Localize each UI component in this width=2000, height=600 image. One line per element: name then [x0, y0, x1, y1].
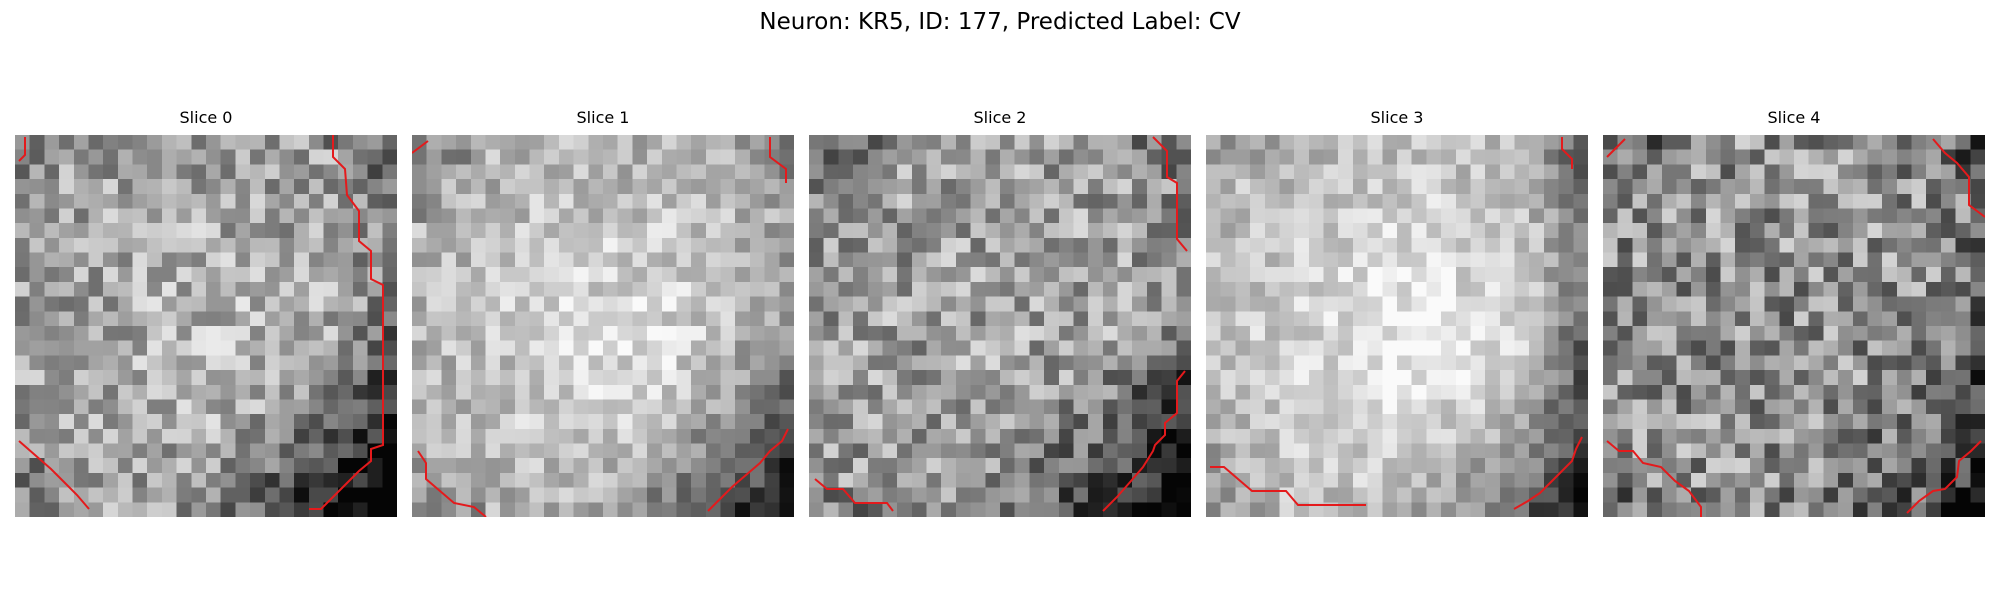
- contour-line: [1906, 440, 1982, 514]
- contour-overlay: [1210, 137, 1583, 510]
- contour-line: [1932, 138, 1985, 218]
- contour-line: [412, 140, 429, 154]
- slice-title: Slice 1: [576, 108, 630, 127]
- slice-pixels: [1206, 135, 1588, 517]
- contour-overlay: [814, 136, 1188, 512]
- contour-line: [1561, 137, 1573, 169]
- contour-line: [417, 450, 487, 517]
- contour-line: [707, 428, 789, 512]
- slice-panel-2: Slice 2: [809, 106, 1191, 517]
- slice-pixels: [1603, 135, 1985, 517]
- contour-line: [1606, 440, 1702, 517]
- slice-pixels: [15, 135, 397, 517]
- contour-line: [1152, 136, 1188, 252]
- slice-panel-3: Slice 3: [1206, 106, 1588, 517]
- slice-title: Slice 2: [973, 108, 1027, 127]
- slice-image: [1206, 135, 1588, 517]
- contour-line: [18, 137, 26, 162]
- slice-panel-0: Slice 0: [15, 106, 397, 517]
- slice-image: [15, 135, 397, 517]
- contour-line: [769, 137, 787, 183]
- contour-overlay: [412, 137, 789, 517]
- contour-line: [1513, 436, 1583, 510]
- slice-image: [412, 135, 794, 517]
- contour-line: [1210, 466, 1366, 506]
- contour-line: [18, 440, 90, 510]
- slice-title: Slice 0: [179, 108, 233, 127]
- slice-panel-1: Slice 1: [412, 106, 794, 517]
- contour-overlay: [1606, 138, 1985, 517]
- contour-line: [1606, 138, 1626, 158]
- slice-pixels: [412, 135, 794, 517]
- slice-title: Slice 4: [1767, 108, 1821, 127]
- contour-line: [814, 478, 894, 512]
- contour-overlay: [18, 135, 384, 510]
- slice-image: [809, 135, 1191, 517]
- slice-title: Slice 3: [1370, 108, 1424, 127]
- slice-image: [1603, 135, 1985, 517]
- slice-panel-4: Slice 4: [1603, 106, 1985, 517]
- contour-line: [1102, 370, 1186, 512]
- contour-line: [309, 135, 384, 510]
- figure-title: Neuron: KR5, ID: 177, Predicted Label: C…: [759, 9, 1241, 35]
- slice-pixels: [809, 135, 1191, 517]
